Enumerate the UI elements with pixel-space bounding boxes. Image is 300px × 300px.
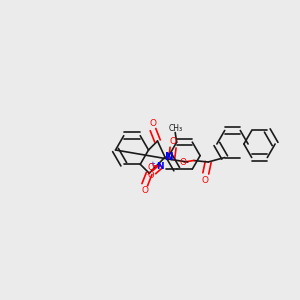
Text: O: O [149,119,157,128]
Text: O: O [201,176,208,184]
Text: +: + [150,161,156,167]
Text: N: N [156,162,164,171]
Text: O: O [169,137,177,146]
Text: O: O [147,171,154,180]
Text: CH₃: CH₃ [168,124,182,133]
Text: ⁻: ⁻ [146,174,149,180]
Text: O: O [147,163,154,172]
Text: O: O [179,158,187,166]
Text: O: O [141,186,148,195]
Text: N: N [165,152,174,162]
